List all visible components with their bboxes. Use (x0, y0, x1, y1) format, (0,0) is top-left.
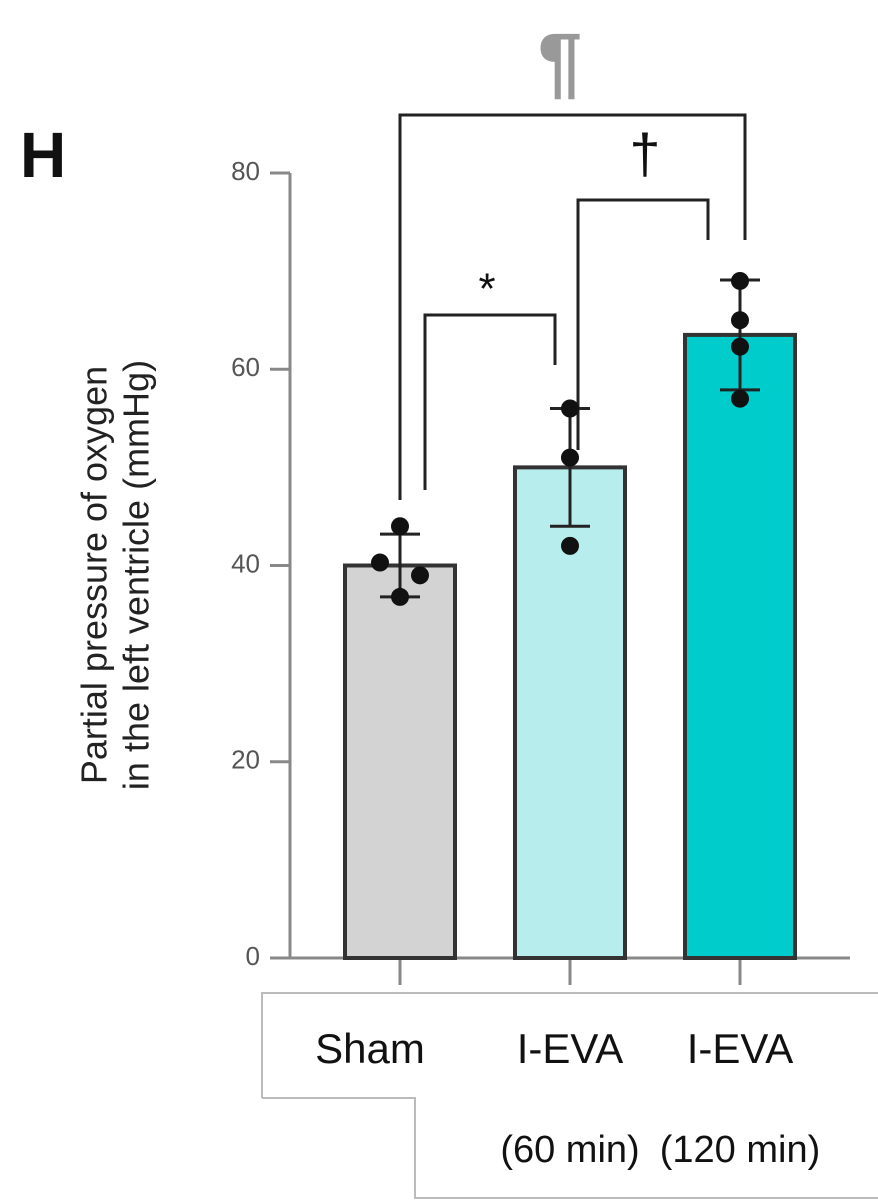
data-point (411, 566, 429, 585)
brackets (398, 113, 747, 500)
y-tick-label: 80 (231, 156, 260, 186)
y-tick-label: 20 (231, 745, 260, 775)
data-point (371, 553, 389, 572)
x-tick-label: I-EVA (517, 1025, 624, 1072)
x-tick-label: (120 min) (660, 1129, 821, 1171)
data-point (731, 389, 749, 408)
significance: † (629, 122, 660, 185)
bracket (576, 198, 710, 450)
y-label-line: Partial pressure of oxygen (74, 366, 115, 784)
data-point (731, 271, 749, 290)
y-label-line: in the left ventricle (mmHg) (116, 360, 157, 790)
bar (683, 332, 797, 960)
data-point (561, 448, 579, 467)
x-tick-label: Sham (315, 1025, 425, 1072)
label-box (262, 1097, 878, 1199)
bracket (398, 113, 747, 500)
panel-label: H (20, 119, 66, 191)
significance: ¶ (538, 17, 583, 106)
bracket (423, 313, 557, 490)
y-tick-label: 0 (246, 941, 260, 971)
data-point (731, 337, 749, 356)
data-point (391, 587, 409, 606)
data-point (391, 517, 409, 536)
x-tick-label: (60 min) (500, 1129, 639, 1171)
label-box (261, 992, 878, 1098)
data-point (731, 311, 749, 330)
data-point (561, 536, 579, 555)
y-tick-label: 40 (231, 548, 260, 578)
significance: * (478, 265, 495, 314)
y-tick-label: 60 (231, 352, 260, 382)
bar (343, 563, 457, 960)
data-point (561, 399, 579, 418)
y-axis-label: Partial pressure of oxygen in the left v… (74, 360, 157, 790)
x-tick-label: I-EVA (687, 1025, 794, 1072)
